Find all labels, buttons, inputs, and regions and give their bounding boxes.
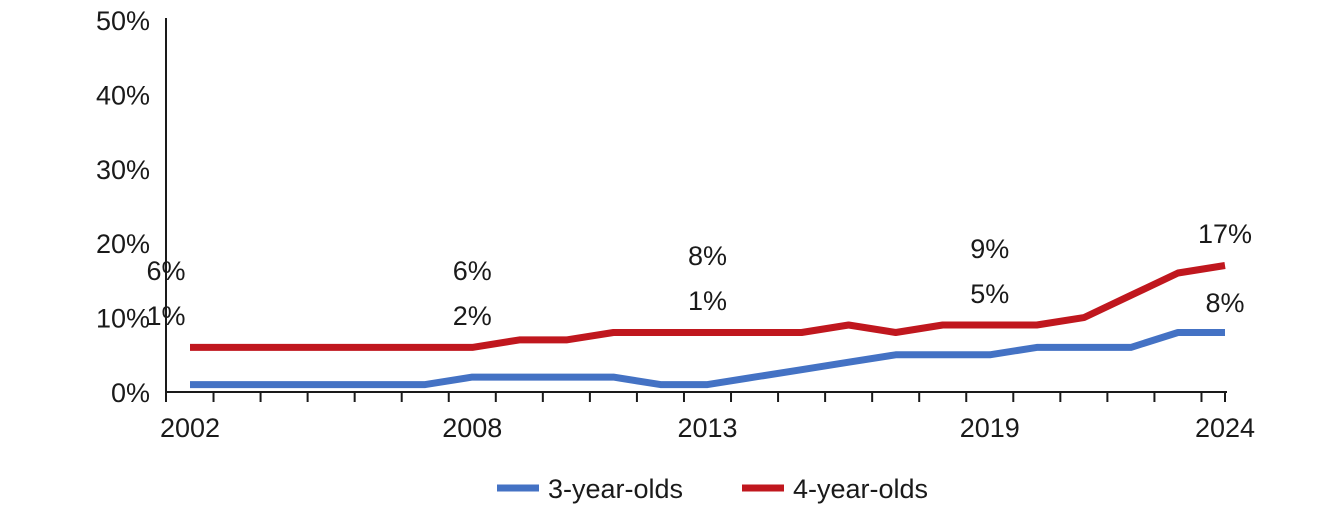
y-tick-label: 50%: [96, 6, 150, 36]
legend: 3-year-olds 4-year-olds: [497, 474, 928, 504]
data-label-4-year-olds: 6%: [146, 256, 185, 286]
data-label-3-year-olds: 8%: [1205, 288, 1244, 318]
data-label-3-year-olds: 2%: [453, 301, 492, 331]
data-label-4-year-olds: 17%: [1198, 219, 1252, 249]
legend-label-4-year-olds: 4-year-olds: [793, 474, 928, 504]
series-line-4-year-olds: [190, 262, 1226, 351]
legend-label-3-year-olds: 3-year-olds: [548, 474, 683, 504]
y-axis: 0% 10% 20% 30% 40% 50%: [96, 6, 167, 408]
data-label-4-year-olds: 9%: [970, 234, 1009, 264]
data-label-4-year-olds: 6%: [453, 256, 492, 286]
y-tick-label: 10%: [96, 304, 150, 334]
x-tick-label: 2019: [960, 413, 1020, 443]
data-label-4-year-olds: 8%: [688, 241, 727, 271]
y-tick-label: 40%: [96, 80, 150, 110]
data-label-3-year-olds: 1%: [688, 286, 727, 316]
series-line-3-year-olds: [190, 329, 1225, 389]
x-tick-label: 2013: [677, 413, 737, 443]
x-tick-label: 2008: [442, 413, 502, 443]
y-tick-label: 0%: [111, 378, 150, 408]
y-tick-label: 20%: [96, 229, 150, 259]
x-axis: 2002 2008 2013 2019 2024: [160, 391, 1255, 443]
x-tick-label: 2024: [1195, 413, 1255, 443]
series-lines: [190, 262, 1226, 389]
y-tick-label: 30%: [96, 155, 150, 185]
x-tick-label: 2002: [160, 413, 220, 443]
data-label-3-year-olds: 5%: [970, 279, 1009, 309]
data-label-3-year-olds: 1%: [146, 301, 185, 331]
data-labels: 1% 2% 1% 5% 8% 6% 6% 8% 9% 17%: [146, 219, 1252, 331]
